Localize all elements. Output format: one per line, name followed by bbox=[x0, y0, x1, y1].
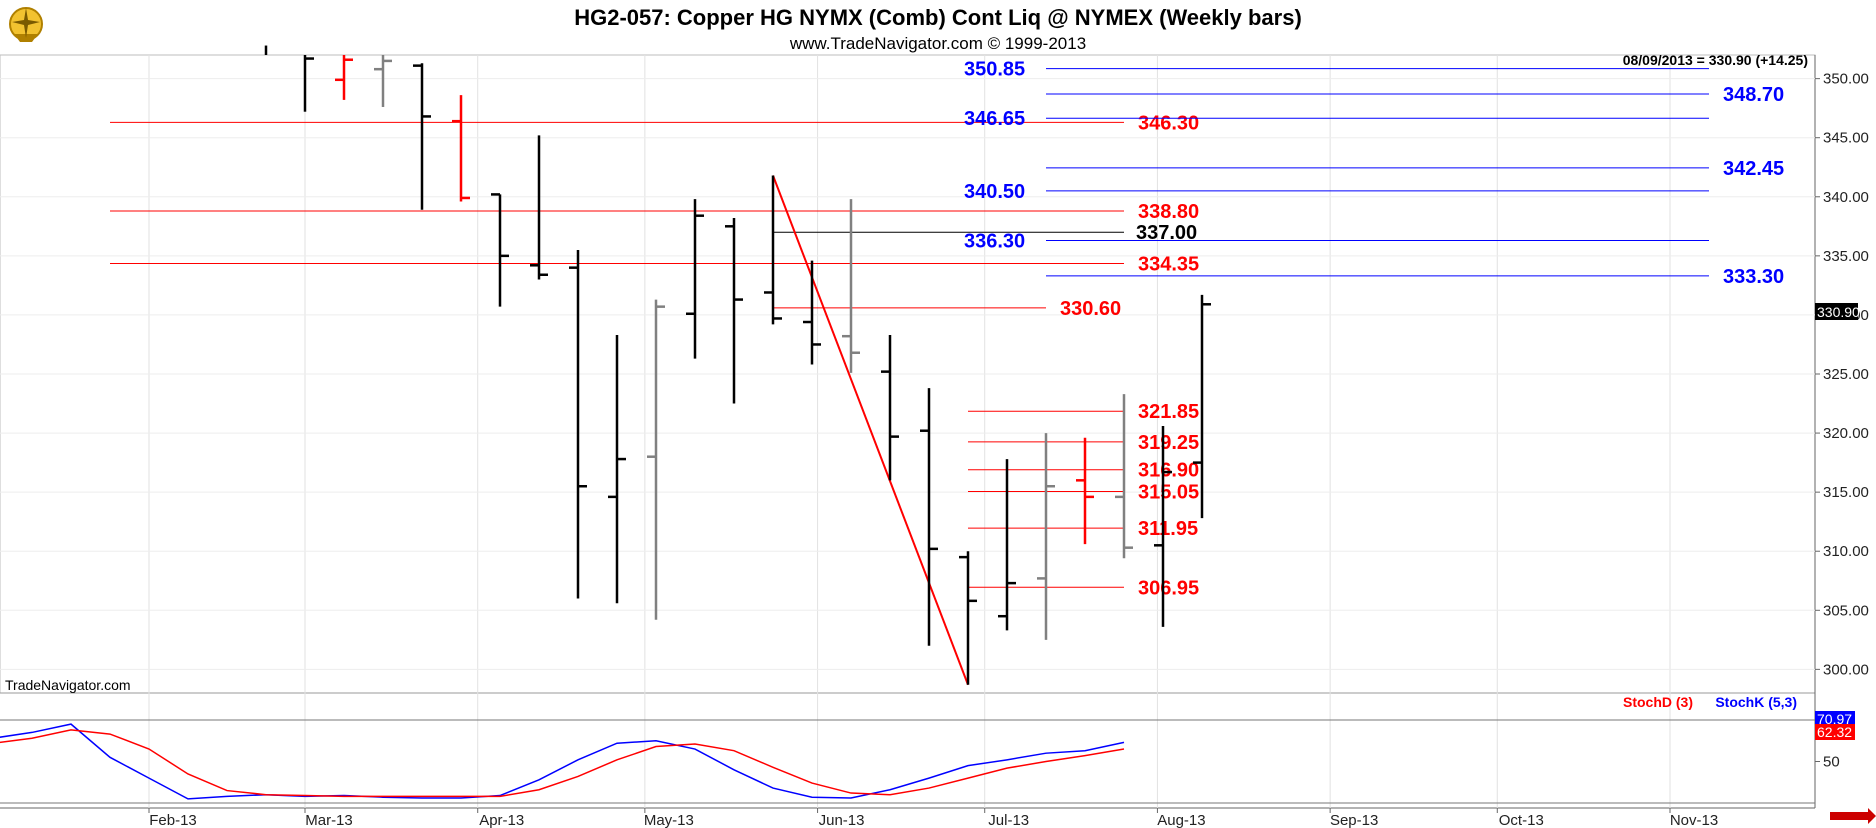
blue-level-label: 348.70 bbox=[1723, 84, 1784, 106]
y-tick-label: 345.00 bbox=[1823, 130, 1869, 147]
x-tick-label: Jul-13 bbox=[988, 812, 1029, 828]
x-tick-label: Nov-13 bbox=[1670, 812, 1718, 828]
red-level-label: 321.85 bbox=[1138, 401, 1199, 423]
chart-title: HG2-057: Copper HG NYMX (Comb) Cont Liq … bbox=[574, 5, 1302, 30]
stochk-line bbox=[0, 723, 1125, 800]
svg-text:70.97: 70.97 bbox=[1817, 711, 1852, 727]
last-quote: 08/09/2013 = 330.90 (+14.25) bbox=[1623, 52, 1808, 68]
y-tick-label: 300.00 bbox=[1823, 661, 1869, 678]
y-tick-label: 335.00 bbox=[1823, 248, 1869, 265]
stochd-line bbox=[0, 729, 1125, 798]
blue-level-label: 342.45 bbox=[1723, 158, 1784, 180]
red-level-label: 319.25 bbox=[1138, 432, 1199, 454]
red-level-label: 346.30 bbox=[1138, 112, 1199, 134]
x-tick-label: Apr-13 bbox=[479, 812, 524, 828]
legend-stochd: StochD (3) bbox=[1623, 694, 1693, 710]
red-level-label: 315.05 bbox=[1138, 482, 1199, 504]
svg-text:330.90: 330.90 bbox=[1817, 304, 1860, 320]
blue-level-label: 346.65 bbox=[964, 108, 1025, 130]
x-tick-label: Aug-13 bbox=[1157, 812, 1205, 828]
chart-subtitle: www.TradeNavigator.com © 1999-2013 bbox=[789, 34, 1086, 53]
watermark: TradeNavigator.com bbox=[5, 677, 131, 693]
blue-level-label: 350.85 bbox=[964, 59, 1025, 81]
y-tick-label: 305.00 bbox=[1823, 602, 1869, 619]
red-level-label: 316.90 bbox=[1138, 460, 1199, 482]
y-tick-label: 325.00 bbox=[1823, 366, 1869, 383]
x-tick-label: Feb-13 bbox=[149, 812, 197, 828]
red-level-label: 338.80 bbox=[1138, 201, 1199, 223]
red-level-label: 311.95 bbox=[1138, 518, 1198, 540]
y-tick-label: 320.00 bbox=[1823, 425, 1869, 442]
stochd-last-tag: 62.32 bbox=[1815, 724, 1855, 740]
black-level-label: 337.00 bbox=[1136, 222, 1197, 244]
last-price-tag: 330.90 bbox=[1815, 303, 1860, 320]
y-tick-label: 310.00 bbox=[1823, 543, 1869, 560]
trend-line bbox=[772, 175, 969, 686]
x-tick-label: Jun-13 bbox=[819, 812, 865, 828]
svg-text:62.32: 62.32 bbox=[1817, 724, 1852, 740]
y-tick-label: 350.00 bbox=[1823, 71, 1869, 88]
blue-level-label: 336.30 bbox=[964, 230, 1025, 252]
trade-navigator-logo-icon bbox=[9, 7, 43, 42]
x-tick-label: Sep-13 bbox=[1330, 812, 1378, 828]
blue-level-label: 333.30 bbox=[1723, 266, 1784, 288]
red-level-label: 330.60 bbox=[1060, 298, 1121, 320]
y-tick-label: 315.00 bbox=[1823, 484, 1869, 501]
y-tick-label: 340.00 bbox=[1823, 189, 1869, 206]
x-tick-label: May-13 bbox=[644, 812, 694, 828]
osc-y-tick-label: 50 bbox=[1823, 753, 1840, 770]
x-tick-label: Mar-13 bbox=[305, 812, 353, 828]
blue-level-label: 340.50 bbox=[964, 181, 1025, 203]
red-level-label: 306.95 bbox=[1138, 577, 1199, 599]
stochk-last-tag: 70.97 bbox=[1815, 711, 1855, 727]
red-level-label: 334.35 bbox=[1138, 254, 1199, 276]
x-tick-label: Oct-13 bbox=[1499, 812, 1544, 828]
legend-stochk: StochK (5,3) bbox=[1715, 694, 1797, 710]
scroll-arrow-icon[interactable] bbox=[1830, 808, 1876, 824]
